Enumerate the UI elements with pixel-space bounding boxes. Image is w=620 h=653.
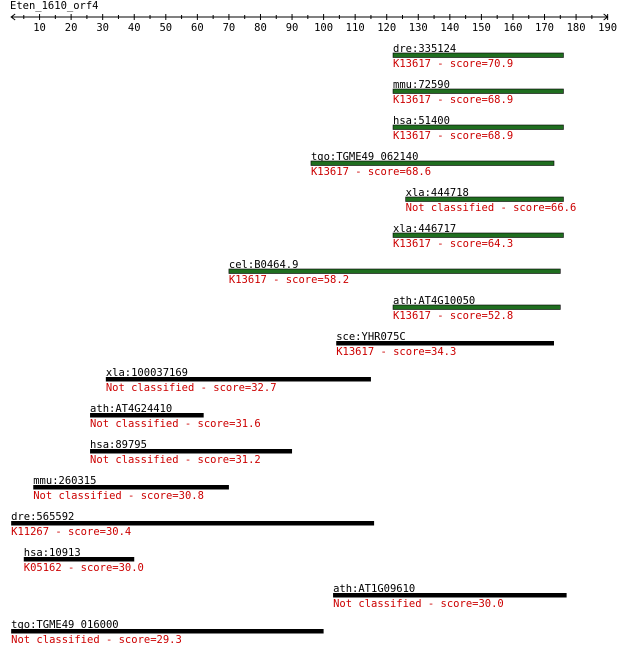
sequence-title: Eten_1610_orf4 xyxy=(10,0,99,12)
hit-name[interactable]: sce:YHR075C xyxy=(336,331,406,343)
hit-name[interactable]: tgo:TGME49_062140 xyxy=(311,151,418,163)
hit-row: xla:100037169 Not classified - score=32.7 xyxy=(105,367,371,394)
hit-annotation[interactable]: Not classified - score=66.6 xyxy=(406,202,577,214)
hit-bar[interactable] xyxy=(333,593,567,598)
axis-tick-label: 120 xyxy=(377,22,396,34)
axis-tick-label: 40 xyxy=(128,22,141,34)
hit-annotation[interactable]: K13617 - score=68.9 xyxy=(393,94,513,106)
hit-bar[interactable] xyxy=(23,557,135,562)
position-axis: 10 20 30 40 50 60 70 80 90 100 110 120 130 140 150 160 1… xyxy=(10,13,617,34)
hit-row: dre:335124 K13617 - score=70.9 xyxy=(392,43,564,70)
hit-bar[interactable] xyxy=(392,124,564,130)
axis-tick-label: 80 xyxy=(254,22,267,34)
hit-annotation[interactable]: Not classified - score=31.6 xyxy=(90,418,261,430)
axis-tick-label: 140 xyxy=(440,22,459,34)
hit-bar[interactable] xyxy=(11,629,324,634)
hit-name[interactable]: ath:AT1G09610 xyxy=(333,583,415,595)
hit-annotation[interactable]: Not classified - score=32.7 xyxy=(106,382,277,394)
hit-row: hsa:89795 Not classified - score=31.2 xyxy=(90,439,293,466)
hit-name[interactable]: hsa:89795 xyxy=(90,439,147,451)
hit-row: cel:B0464.9 K13617 - score=58.2 xyxy=(228,259,561,286)
hit-annotation[interactable]: K13617 - score=58.2 xyxy=(229,274,349,286)
axis-tick-label: 190 xyxy=(598,22,617,34)
hit-name[interactable]: xla:100037169 xyxy=(106,367,188,379)
hit-annotation[interactable]: K13617 - score=64.3 xyxy=(393,238,513,250)
axis-tick-label: 180 xyxy=(567,22,586,34)
hit-name[interactable]: ath:AT4G24410 xyxy=(90,403,172,415)
hit-name[interactable]: xla:444718 xyxy=(406,187,469,199)
axis-tick-label: 100 xyxy=(314,22,333,34)
hit-name[interactable]: mmu:72590 xyxy=(393,79,450,91)
hit-annotation[interactable]: Not classified - score=31.2 xyxy=(90,454,261,466)
axis-tick-label: 110 xyxy=(346,22,365,34)
hit-bar[interactable] xyxy=(405,196,564,202)
hit-bar[interactable] xyxy=(33,485,229,490)
hit-bar[interactable] xyxy=(392,88,564,94)
hit-bar[interactable] xyxy=(105,377,371,382)
hit-row: xla:446717 K13617 - score=64.3 xyxy=(392,223,564,250)
hit-row: hsa:10913 K05162 - score=30.0 xyxy=(23,547,144,574)
axis-tick-label: 10 xyxy=(33,22,46,34)
hit-row: xla:444718 Not classified - score=66.6 xyxy=(405,187,577,214)
hit-annotation[interactable]: Not classified - score=29.3 xyxy=(11,634,182,646)
hit-row: ath:AT4G24410 Not classified - score=31.6 xyxy=(90,403,261,430)
axis-tick-label: 70 xyxy=(223,22,236,34)
hit-bar[interactable] xyxy=(228,268,561,274)
hit-name[interactable]: hsa:51400 xyxy=(393,115,450,127)
hit-name[interactable]: mmu:260315 xyxy=(33,475,96,487)
hit-row: ath:AT1G09610 Not classified - score=30.0 xyxy=(333,583,567,610)
hit-name[interactable]: cel:B0464.9 xyxy=(229,259,299,271)
hit-bar[interactable] xyxy=(336,341,554,346)
axis-tick-label: 90 xyxy=(286,22,299,34)
axis-tick-label: 130 xyxy=(409,22,428,34)
hit-annotation[interactable]: Not classified - score=30.0 xyxy=(333,598,504,610)
hit-annotation[interactable]: K13617 - score=34.3 xyxy=(336,346,456,358)
hit-name[interactable]: dre:335124 xyxy=(393,43,456,55)
axis-tick-label: 50 xyxy=(159,22,172,34)
axis-tick-label: 160 xyxy=(503,22,522,34)
hit-annotation[interactable]: K13617 - score=68.9 xyxy=(393,130,513,142)
axis-tick-label: 30 xyxy=(96,22,109,34)
hit-bar[interactable] xyxy=(90,449,293,454)
axis-tick-label: 150 xyxy=(472,22,491,34)
hit-row: mmu:260315 Not classified - score=30.8 xyxy=(33,475,229,502)
hit-list: dre:335124 K13617 - score=70.9 mmu:72590 K1… xyxy=(11,43,576,646)
hit-row: tgo:TGME49_062140 K13617 - score=68.6 xyxy=(310,151,555,178)
hit-row: hsa:51400 K13617 - score=68.9 xyxy=(392,115,564,142)
hit-row: dre:565592 K11267 - score=30.4 xyxy=(11,511,375,538)
hit-annotation[interactable]: Not classified - score=30.8 xyxy=(33,490,204,502)
axis-tick-label: 60 xyxy=(191,22,204,34)
hit-annotation[interactable]: K11267 - score=30.4 xyxy=(11,526,131,538)
hit-bar[interactable] xyxy=(90,413,204,418)
axis-tick-label: 170 xyxy=(535,22,554,34)
hit-bar[interactable] xyxy=(392,52,564,58)
hit-row: sce:YHR075C K13617 - score=34.3 xyxy=(336,331,554,358)
hit-name[interactable]: tgo:TGME49_016000 xyxy=(11,619,118,631)
hit-annotation[interactable]: K05162 - score=30.0 xyxy=(24,562,144,574)
hit-name[interactable]: xla:446717 xyxy=(393,223,456,235)
hit-row: mmu:72590 K13617 - score=68.9 xyxy=(392,79,564,106)
hit-row: ath:AT4G10050 K13617 - score=52.8 xyxy=(392,295,561,322)
hit-bar[interactable] xyxy=(392,304,561,310)
hit-bar[interactable] xyxy=(392,232,564,238)
hit-name[interactable]: hsa:10913 xyxy=(24,547,81,559)
hit-annotation[interactable]: K13617 - score=70.9 xyxy=(393,58,513,70)
hit-bar[interactable] xyxy=(11,521,375,526)
hit-name[interactable]: dre:565592 xyxy=(11,511,74,523)
axis-left-arrow xyxy=(10,13,16,21)
hit-name[interactable]: ath:AT4G10050 xyxy=(393,295,475,307)
hit-annotation[interactable]: K13617 - score=68.6 xyxy=(311,166,431,178)
hit-bar[interactable] xyxy=(310,160,555,166)
axis-tick-label: 20 xyxy=(65,22,78,34)
hit-row: tgo:TGME49_016000 Not classified - score=… xyxy=(11,619,324,646)
hit-annotation[interactable]: K13617 - score=52.8 xyxy=(393,310,513,322)
